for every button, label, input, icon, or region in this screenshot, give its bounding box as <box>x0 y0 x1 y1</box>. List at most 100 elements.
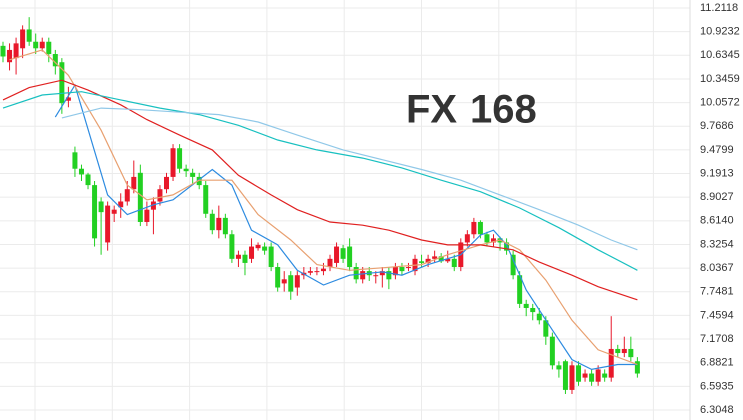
candle-body <box>124 189 130 202</box>
candle-body <box>294 275 300 288</box>
candle-body <box>399 267 405 272</box>
candle-body <box>26 29 32 42</box>
candle-body <box>33 41 39 49</box>
candle-body <box>334 246 340 263</box>
candle-body <box>98 201 104 213</box>
candle-body <box>131 176 137 190</box>
y-tick-label: 7.7481 <box>700 286 734 298</box>
candle-body <box>530 307 536 313</box>
candle-body <box>118 201 124 208</box>
candle-body <box>320 268 326 272</box>
candle-body <box>242 254 248 263</box>
candle-body <box>379 271 385 276</box>
candle-body <box>196 176 202 186</box>
y-tick-label: 9.7686 <box>700 120 734 132</box>
watermark-fx: FX <box>406 88 457 132</box>
candle-body <box>105 205 111 243</box>
moving-average-line <box>2 79 638 301</box>
candle-body <box>229 234 235 259</box>
candle-body <box>72 152 78 169</box>
candle-body <box>222 217 228 235</box>
y-tick-label: 8.3254 <box>700 238 734 250</box>
candle-body <box>203 185 209 214</box>
candle-body <box>150 201 156 210</box>
candle-body <box>438 256 444 262</box>
moving-average-line <box>9 49 638 366</box>
candle-body <box>92 185 98 239</box>
candle-body <box>386 271 392 280</box>
y-tick-label: 6.3048 <box>700 404 734 416</box>
candle-body <box>307 271 313 273</box>
y-tick-label: 9.4799 <box>700 144 734 156</box>
candle-body <box>602 373 608 378</box>
candle-body <box>46 41 52 55</box>
candle-body <box>340 248 346 259</box>
candle-body <box>353 267 359 280</box>
candle-body <box>314 271 320 273</box>
candle-body <box>360 271 366 280</box>
candle-body <box>477 221 483 235</box>
y-tick-label: 6.5935 <box>700 380 734 392</box>
candle-body <box>255 244 261 249</box>
candle-body <box>144 209 150 222</box>
candle-body <box>85 174 91 186</box>
y-tick-label: 10.6345 <box>700 49 740 61</box>
candle-body <box>595 369 601 382</box>
candle-body <box>392 267 398 276</box>
candle-body <box>576 365 582 382</box>
candle-body <box>183 168 189 172</box>
candle-body <box>425 258 431 263</box>
candle-body <box>517 275 523 304</box>
candle-body <box>262 246 268 251</box>
candle-body <box>523 303 529 308</box>
moving-average-line <box>2 91 638 271</box>
candle-body <box>0 45 6 57</box>
candle-body <box>275 267 281 288</box>
candle-body <box>157 189 163 202</box>
candle-body <box>209 213 215 231</box>
candle-body <box>628 348 634 358</box>
candle-body <box>504 242 510 251</box>
candle-body <box>249 246 255 259</box>
y-tick-label: 11.2118 <box>700 2 738 14</box>
candle-body <box>608 348 614 378</box>
candle-body <box>556 365 562 370</box>
candle-body <box>373 275 379 277</box>
y-tick-label: 8.6140 <box>700 215 734 227</box>
y-tick-label: 10.3459 <box>700 73 740 85</box>
candle-body <box>510 254 516 276</box>
candle-body <box>491 238 496 243</box>
watermark-num: 168 <box>470 88 537 132</box>
y-tick-label: 10.0572 <box>700 96 740 108</box>
y-tick-label: 6.8821 <box>700 357 734 369</box>
y-tick-label: 7.1708 <box>700 333 734 345</box>
candle-body <box>432 256 438 259</box>
candle-body <box>39 41 45 49</box>
candle-body <box>419 261 425 263</box>
candle-body <box>235 254 241 259</box>
candle-body <box>59 62 65 104</box>
candle-body <box>137 172 143 222</box>
candle-body <box>536 313 542 321</box>
candle-body <box>445 258 451 262</box>
y-tick-label: 10.9232 <box>700 26 740 38</box>
y-tick-label: 8.9027 <box>700 191 734 203</box>
candle-body <box>268 246 274 268</box>
candle-body <box>170 148 176 177</box>
candle-body <box>111 209 117 214</box>
candle-body <box>543 320 549 337</box>
y-tick-label: 9.1913 <box>700 167 734 179</box>
candle-body <box>562 361 568 390</box>
candle-body <box>216 217 222 231</box>
candle-body <box>615 348 621 354</box>
candle-body <box>78 168 84 175</box>
candle-body <box>582 373 588 378</box>
candle-body <box>288 275 294 292</box>
candle-body <box>20 29 26 49</box>
y-tick-label: 8.0367 <box>700 262 734 274</box>
candle-body <box>164 176 169 190</box>
candle-body <box>451 258 457 268</box>
candle-body <box>65 97 71 101</box>
y-tick-label: 7.4594 <box>700 309 734 321</box>
